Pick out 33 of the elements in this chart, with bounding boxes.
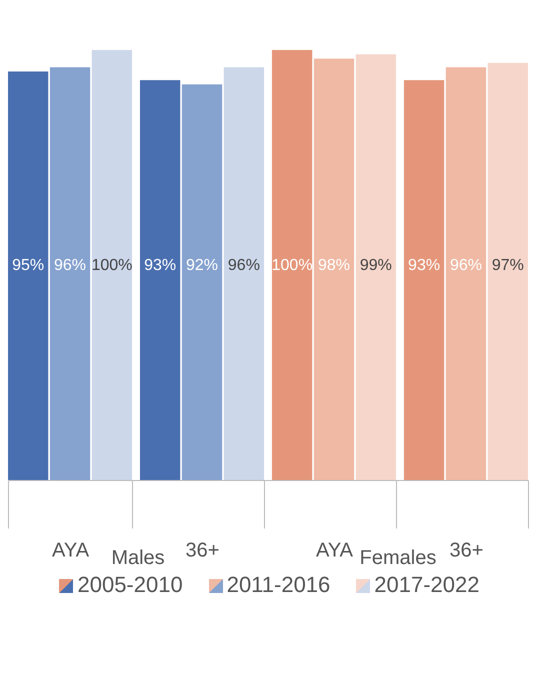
- legend-label: 2011-2016: [226, 572, 330, 598]
- x-tick-label: 36+: [186, 540, 220, 562]
- text: Females: [360, 547, 436, 569]
- bar: [488, 62, 528, 480]
- x-tick-label: 36+: [450, 540, 484, 562]
- bar: [8, 72, 48, 480]
- data-label: 95%: [12, 257, 44, 274]
- bar: [140, 80, 180, 480]
- text: Males: [111, 547, 165, 569]
- bar: [272, 50, 312, 480]
- data-label: 100%: [91, 257, 132, 274]
- bar: [446, 67, 486, 480]
- bar: [356, 54, 396, 480]
- bar: [50, 67, 90, 480]
- data-label: 97%: [492, 257, 524, 274]
- data-label: 96%: [228, 257, 260, 274]
- data-label: 99%: [360, 257, 392, 274]
- bar: [224, 67, 264, 480]
- bar: [182, 84, 222, 480]
- data-label: 92%: [186, 257, 218, 274]
- legend-label: 2005-2010: [76, 572, 183, 598]
- x-tick-label: AYA: [316, 540, 354, 562]
- x-tick-label: AYA: [52, 540, 90, 562]
- data-label: 96%: [54, 257, 86, 274]
- bar: [314, 58, 354, 480]
- data-label: 100%: [272, 257, 313, 274]
- legend-label: 2017-2022: [373, 572, 480, 598]
- data-label: 96%: [450, 257, 482, 274]
- bar: [92, 50, 132, 480]
- bar: [404, 80, 444, 480]
- data-label: 93%: [408, 257, 440, 274]
- data-label: 93%: [144, 257, 176, 274]
- data-label: 98%: [318, 257, 350, 274]
